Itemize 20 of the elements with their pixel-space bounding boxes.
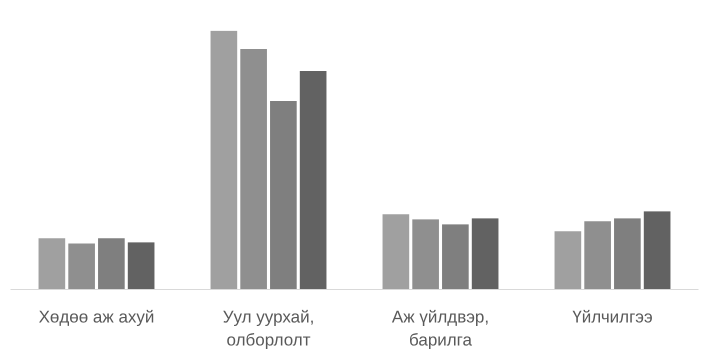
- bar: [210, 30, 238, 290]
- bar: [412, 219, 439, 290]
- bar: [38, 238, 66, 290]
- bar: [270, 100, 297, 290]
- bar: [644, 211, 670, 290]
- bar: [98, 238, 125, 290]
- bar: [240, 48, 267, 290]
- x-tick-label: Үйлчилгээ: [572, 308, 653, 326]
- x-tick-label: Аж үйлдвэр, барилга: [392, 308, 490, 350]
- bar: [584, 221, 611, 290]
- bar: [128, 242, 154, 290]
- x-tick-label: Хөдөө аж ахуй: [38, 308, 154, 326]
- bar: [68, 243, 95, 290]
- bar: [554, 231, 582, 290]
- bar: [300, 70, 326, 290]
- x-tick-label: Уул уурхай, олборлолт: [222, 308, 314, 350]
- bar: [382, 214, 410, 290]
- bar: [442, 224, 469, 290]
- bar: [614, 218, 641, 290]
- bar: [472, 218, 498, 290]
